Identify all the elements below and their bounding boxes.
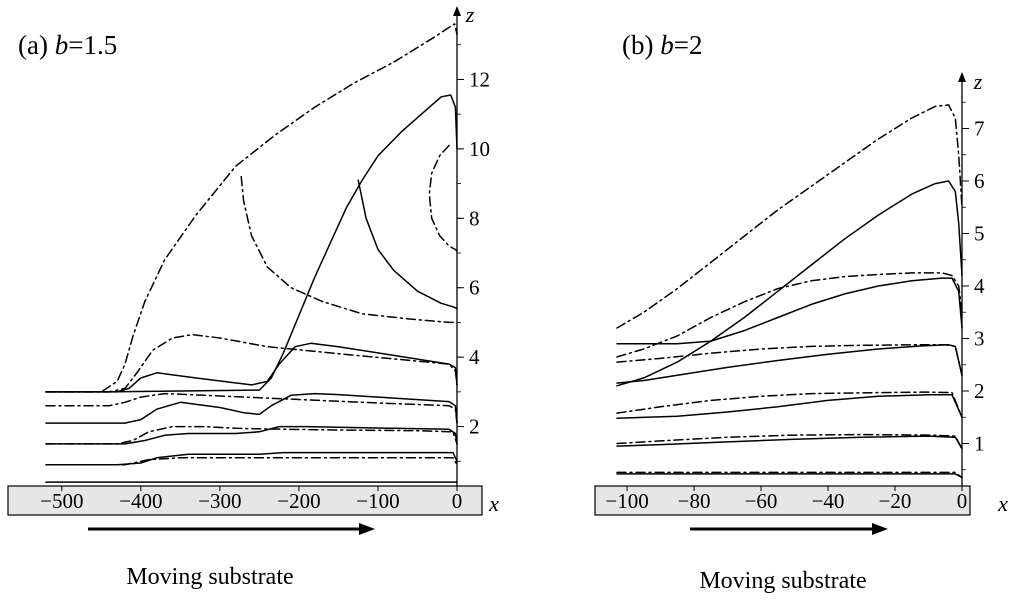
param-value: =2 (674, 30, 703, 60)
x-tick-label: −100 (356, 489, 399, 513)
x-tick-label: −40 (812, 489, 845, 513)
series-line (45, 425, 458, 445)
x-tick-label: −400 (119, 489, 162, 513)
substrate-label: Moving substrate (126, 564, 293, 590)
y-tick-label: 6 (974, 169, 985, 193)
substrate-arrow-head (359, 523, 375, 535)
x-tick-label: −200 (277, 489, 320, 513)
series-line (616, 277, 963, 345)
panel-title: (a) b=1.5 (18, 30, 117, 60)
series-line (357, 179, 458, 310)
x-tick-label: −80 (678, 489, 711, 513)
y-tick-label: 1 (974, 432, 985, 456)
panel-label: (b) (622, 30, 653, 60)
x-axis-label: x (997, 491, 1008, 516)
series-line (616, 435, 963, 450)
x-tick-label: 0 (957, 489, 968, 513)
series-line (45, 94, 458, 393)
series-line (616, 393, 963, 420)
y-tick-label: 3 (974, 327, 985, 351)
series-line (616, 473, 963, 479)
z-axis-label: z (465, 2, 475, 27)
series-line (240, 175, 458, 324)
y-tick-label: 4 (974, 274, 985, 298)
x-tick-label: −100 (605, 489, 648, 513)
series-line (45, 342, 458, 393)
series-line (45, 425, 458, 445)
z-axis-arrowhead (453, 6, 461, 16)
series-line (45, 392, 458, 424)
substrate-arrow-head (872, 523, 888, 535)
panel-a: −500 −400 −300 −200 −100 0 2 4 6 8 10 12 z x (a) b=1.5… (7, 2, 499, 590)
z-axis-label: z (973, 69, 983, 94)
panel-label: (a) (18, 30, 48, 60)
series-line (616, 344, 963, 377)
substrate-strip (7, 485, 483, 516)
y-tick-label: 6 (469, 276, 480, 300)
x-axis-label: x (488, 491, 499, 516)
panel-b: −100 −80 −60 −40 −20 0 1 2 3 4 5 6 7 z x (b) b=2 Moving … (594, 30, 1008, 594)
series-line (428, 144, 458, 253)
x-tick-label: −20 (879, 489, 912, 513)
y-tick-label: 2 (469, 415, 480, 439)
series-line (616, 272, 963, 358)
y-tick-label: 2 (974, 379, 985, 403)
y-tick-label: 5 (974, 222, 985, 246)
z-axis-arrowhead (958, 72, 966, 82)
series-line (616, 180, 963, 387)
x-tick-label: −60 (745, 489, 778, 513)
series-line (45, 392, 458, 424)
y-tick-label: 10 (469, 137, 490, 161)
y-tick-label: 4 (469, 345, 480, 369)
x-tick-label: −300 (198, 489, 241, 513)
param-symbol: b (660, 30, 674, 60)
y-tick-label: 12 (469, 67, 490, 91)
substrate-label: Moving substrate (699, 568, 866, 594)
param-value: =1.5 (68, 30, 117, 60)
y-tick-label: 7 (974, 117, 985, 141)
series-line (616, 433, 963, 450)
series-line (616, 104, 963, 329)
param-symbol: b (55, 30, 69, 60)
series-line (616, 344, 963, 384)
x-tick-label: 0 (452, 489, 463, 513)
series-line (45, 457, 458, 466)
y-tick-label: 8 (469, 206, 480, 230)
series-line (45, 333, 458, 393)
series-line (616, 471, 963, 479)
series-line (616, 391, 963, 419)
x-tick-label: −500 (40, 489, 83, 513)
substrate-strip (594, 485, 971, 516)
series-line (45, 451, 458, 466)
series-line (45, 23, 458, 393)
panel-title: (b) b=2 (622, 30, 702, 60)
